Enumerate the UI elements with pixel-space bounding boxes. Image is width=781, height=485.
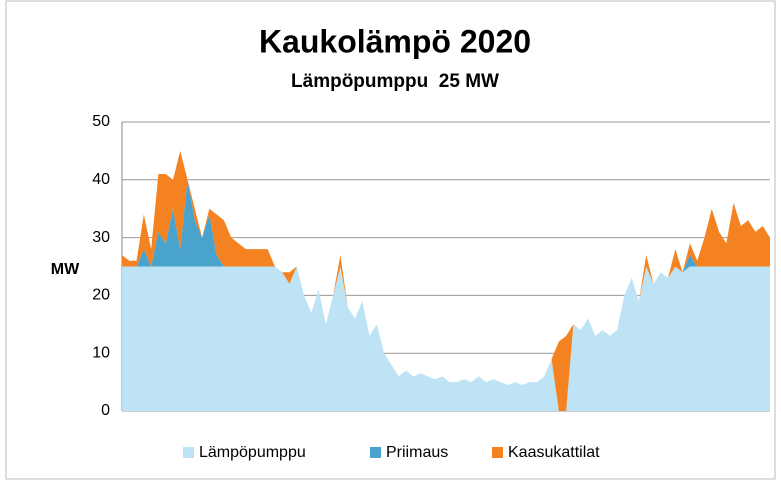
y-axis-label: MW — [51, 261, 80, 278]
y-tick-label: 10 — [92, 344, 110, 361]
legend-label: Kaasukattilat — [508, 444, 600, 461]
y-tick-label: 20 — [92, 287, 110, 304]
legend-label: Priimaus — [386, 444, 448, 461]
area — [122, 266, 770, 411]
legend-label: Lämpöpumppu — [199, 444, 306, 461]
y-tick-label: 50 — [92, 113, 110, 130]
legend-swatch — [183, 447, 194, 458]
chart-subtitle: Lämpöpumppu 25 MW — [291, 71, 499, 92]
y-tick-label: 40 — [92, 171, 110, 188]
y-tick-label: 0 — [101, 402, 110, 419]
area — [122, 179, 770, 411]
legend-swatch — [492, 447, 503, 458]
chart-title: Kaukolämpö 2020 — [259, 23, 531, 59]
legend-swatch — [370, 447, 381, 458]
y-tick-label: 30 — [92, 229, 110, 246]
